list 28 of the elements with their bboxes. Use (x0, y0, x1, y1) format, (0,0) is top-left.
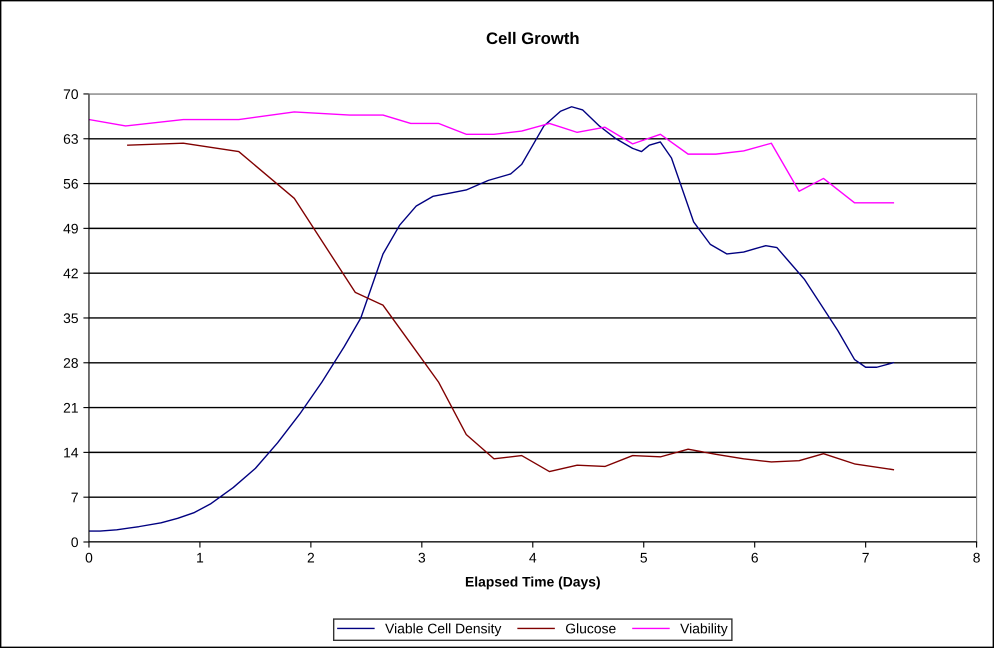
legend-label: Viability (680, 623, 728, 636)
y-tick-label: 14 (64, 448, 78, 458)
y-tick-label: 42 (63, 268, 78, 278)
x-tick-label: 6 (752, 552, 758, 563)
line-series (88, 111, 894, 204)
chart-title: Cell Growth (486, 32, 579, 44)
y-tick-label: 35 (64, 313, 78, 324)
line-series (88, 106, 894, 532)
y-tick-label: 0 (71, 537, 78, 548)
x-tick-label: 3 (418, 552, 426, 563)
y-tick-label: 49 (63, 224, 78, 234)
y-tick-label: 70 (64, 89, 78, 100)
x-tick-label: 0 (86, 552, 92, 563)
legend-label: Glucose (566, 623, 616, 634)
y-tick-label: 7 (72, 492, 78, 502)
y-tick-label: 63 (64, 134, 78, 144)
y-tick-label: 28 (64, 358, 78, 368)
x-tick-label: 2 (308, 552, 314, 562)
line-series (127, 142, 894, 472)
y-tick-label: 56 (64, 178, 78, 189)
x-axis-title: Elapsed Time (Days) (466, 576, 600, 590)
x-tick-label: 1 (197, 552, 204, 562)
x-tick-label: 4 (529, 552, 536, 562)
x-tick-label: 5 (640, 552, 648, 563)
x-tick-label: 7 (862, 552, 869, 562)
legend-label: Viable Cell Density (385, 623, 502, 636)
y-tick-label: 21 (64, 402, 78, 413)
x-tick-label: 8 (973, 552, 980, 563)
